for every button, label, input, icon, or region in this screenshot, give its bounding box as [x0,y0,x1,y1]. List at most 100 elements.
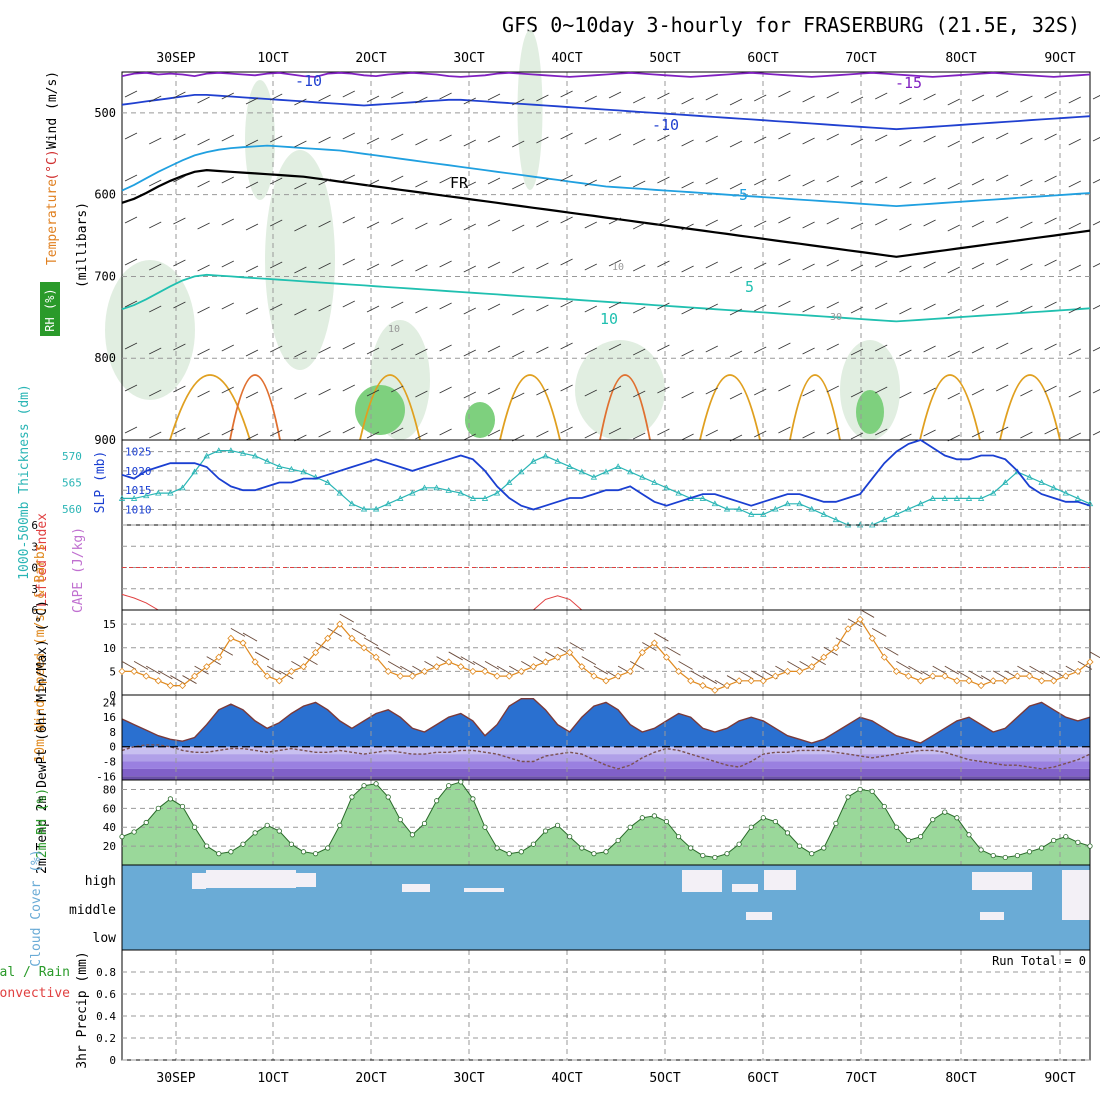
thickness-marker [1050,484,1057,491]
contour-label: -5 [730,186,748,204]
upper-wind-barb [221,302,234,310]
temp-tick-label: 24 [103,696,117,709]
upper-wind-barb [342,300,355,308]
upper-wind-barb [512,224,525,232]
rh-marker [1039,845,1045,851]
surface-wind-barb [460,656,476,666]
upper-wind-barb [608,91,622,99]
upper-wind-barb [826,385,839,393]
upper-wind-barb [342,258,355,266]
upper-wind-barb [729,182,743,190]
wind-tick-label: 0 [109,689,116,702]
upper-wind-barb [729,224,743,232]
rh-marker [373,781,379,787]
surface-wind-barb [944,665,960,675]
bottom-date-label: 2OCT [355,1071,386,1086]
upper-wind-barb [366,221,380,229]
surface-wind-barb [932,665,947,675]
rh-marker [893,824,900,830]
upper-wind-barb [947,266,960,274]
top-date-label: 6OCT [747,51,778,66]
upper-wind-barb [1044,259,1057,267]
precip-tick-label: 0.6 [96,988,116,1001]
upper-wind-barb [1092,221,1100,226]
upper-wind-barb [149,263,162,271]
top-date-label: 9OCT [1044,51,1075,66]
isotherm-line [121,94,1091,131]
upper-wind-barb [124,300,138,308]
upper-wind-barb [487,219,501,227]
rh-marker [675,834,682,840]
li-tick-label: 0 [31,562,38,575]
temp-ylabel: 2m Temp 2m DewPt (6hr Min/Max) (°C) [35,600,50,874]
pressure-tick-label: 800 [94,351,116,365]
upper-wind-barb [584,431,597,439]
upper-wind-barb [124,132,138,140]
rh-marker [688,845,694,851]
thickness-marker [409,489,416,496]
upper-wind-barb [342,174,355,182]
surface-wind-barb [702,675,718,684]
top-date-label: 30SEP [156,51,195,66]
upper-wind-barb [1092,263,1100,268]
cloud-level-label: low [93,931,117,946]
rh-marker [119,834,125,840]
humidity-shading-dense [465,402,495,438]
thickness-marker [143,492,150,499]
surface-wind-barb [266,665,282,675]
upper-wind-barb [947,392,960,400]
upper-wind-barb [439,176,452,184]
upper-ylabel-millibars: (millibars) [75,202,90,288]
rh-marker [651,813,658,819]
upper-wind-barb [560,216,573,224]
upper-wind-barb [633,138,646,146]
li-tick-label: 3 [31,540,38,553]
slp-tick-label: 1020 [125,465,152,478]
upper-wind-barb [197,96,210,104]
upper-wind-barb [923,261,936,269]
upper-wind-barb [391,217,404,225]
wind-speed-marker [130,667,138,675]
upper-wind-barb [947,182,960,190]
rh-legend-swatch [40,282,60,336]
thickness-marker [905,505,912,512]
wind-speed-marker [771,672,779,680]
upper-wind-barb [681,307,694,315]
thickness-marker [929,495,936,501]
upper-wind-barb [536,136,549,144]
rh-marker [458,779,464,785]
upper-wind-barb [560,174,573,182]
wind-speed-marker [590,672,598,680]
upper-wind-barb [439,344,452,352]
upper-wind-barb [996,300,1009,308]
surface-wind-barb [654,632,669,642]
upper-wind-barb [608,385,622,393]
thickness-marker [893,511,900,517]
thickness-marker [1074,495,1082,501]
temperature-area [122,698,1090,747]
surface-wind-barb [581,656,597,666]
upper-wind-barb [342,342,355,350]
upper-wind-barb [439,386,452,394]
upper-wind-barb [294,98,307,106]
thickness-marker [760,511,767,517]
upper-wind-barb [560,300,573,308]
thickness-marker [723,505,731,512]
wind-speed-marker [699,681,707,690]
upper-wind-barb [850,390,864,398]
surface-wind-barb [339,613,355,623]
upper-wind-barb [197,222,210,230]
upper-wind-barb [391,133,404,141]
upper-wind-barb [1068,432,1081,440]
wind-speed-marker [408,672,416,680]
humidity-shading-dense [856,390,884,434]
pressure-tick-label: 900 [94,433,116,447]
slp-ylabel: SLP (mb) [93,451,108,514]
upper-wind-barb [221,92,234,100]
upper-wind-barb [584,347,597,355]
wind-speed-marker [118,667,126,675]
upper-wind-barb [633,96,646,104]
wind-speed-marker [517,667,525,675]
cloud-block [296,873,316,887]
upper-wind-barb [221,386,234,394]
